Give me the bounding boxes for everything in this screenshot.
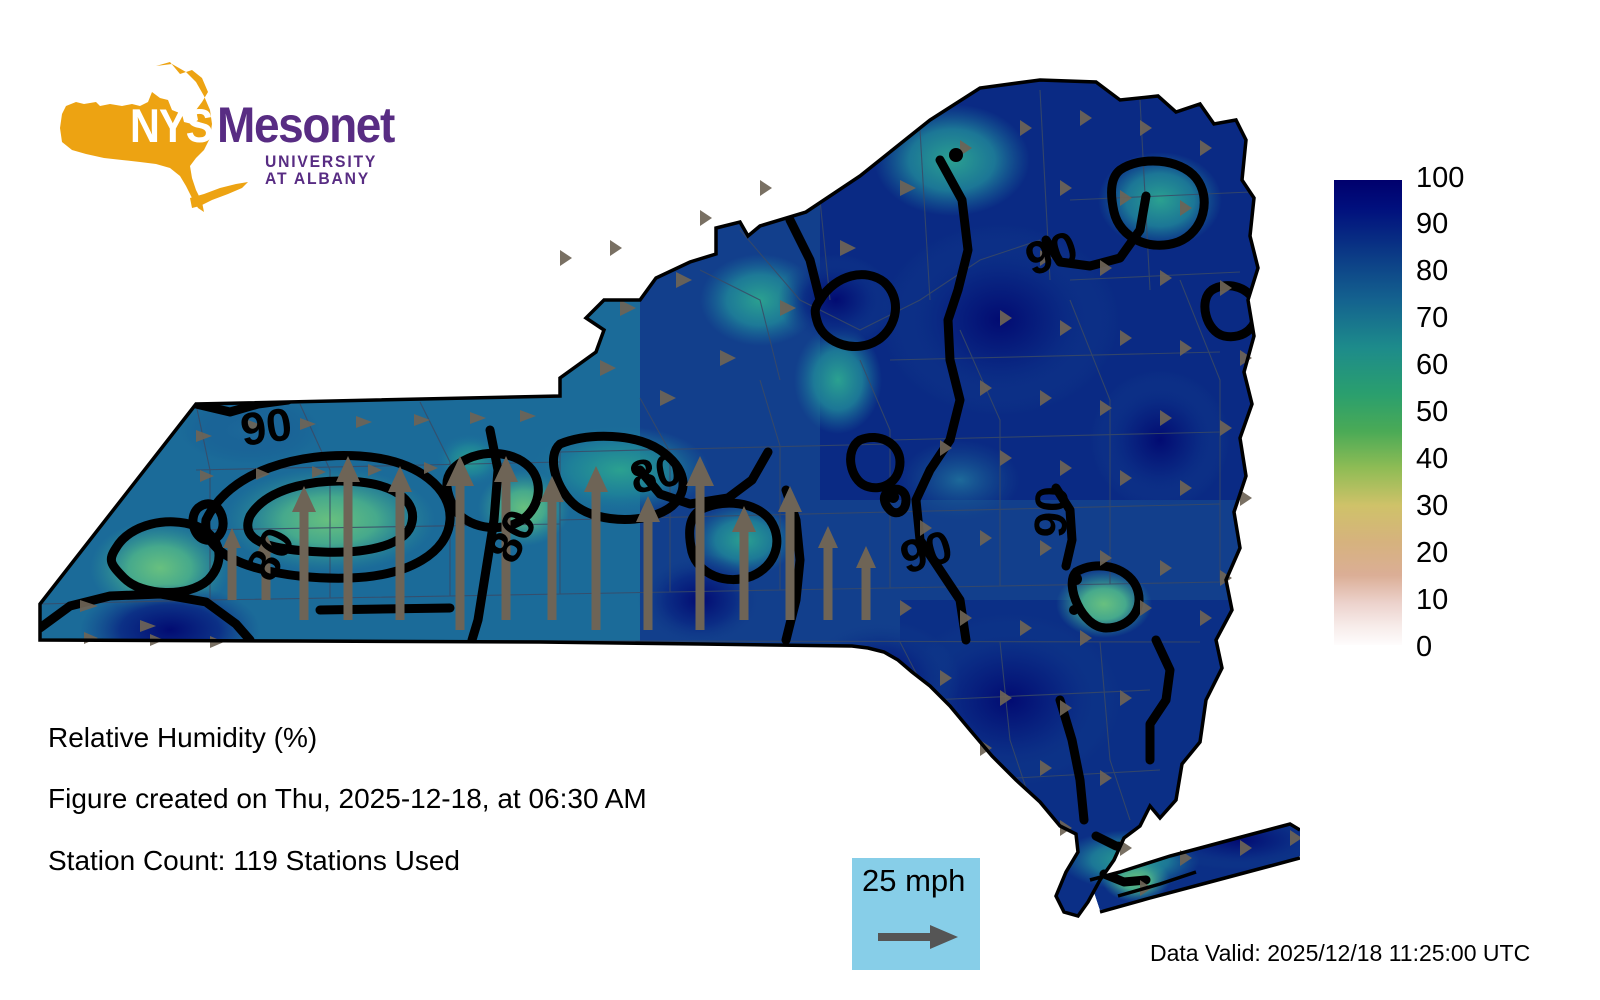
colorbar-tick: 20	[1416, 537, 1449, 569]
contour-label: 90	[1024, 485, 1078, 538]
wind-barbs	[80, 110, 1300, 896]
new-york-state-silhouette-icon	[60, 62, 248, 212]
colorbar-tick: 50	[1416, 396, 1449, 428]
wind-arrow-icon	[878, 925, 958, 949]
humidity-colorbar	[1334, 180, 1402, 645]
figure-created-caption: Figure created on Thu, 2025-12-18, at 06…	[48, 783, 647, 814]
nys-mesonet-logo: NYS Mesonet UNIVERSITY AT ALBANY	[52, 58, 402, 218]
colorbar-tick: 90	[1416, 208, 1449, 240]
contour-label: 80	[625, 442, 686, 504]
colorbar-tick: 80	[1416, 255, 1449, 287]
colorbar-tick: 0	[1416, 631, 1433, 663]
wind-speed-key: 25 mph	[852, 858, 980, 970]
colorbar-tick: 60	[1416, 349, 1449, 381]
state-outline	[38, 78, 1300, 919]
colorbar-tick: 30	[1416, 490, 1449, 522]
data-valid-timestamp: Data Valid: 2025/12/18 11:25:00 UTC	[1150, 940, 1531, 966]
variable-caption: Relative Humidity (%)	[48, 722, 318, 753]
logo-mesonet-text: Mesonet	[217, 97, 395, 153]
colorbar-tick: 40	[1416, 443, 1449, 475]
station-count-caption: Station Count: 119 Stations Used	[48, 845, 460, 876]
station-dots	[887, 148, 1082, 615]
colorbar-tick: 100	[1416, 162, 1465, 194]
wind-arrow-heads	[223, 456, 876, 568]
colorbar-tick: 70	[1416, 302, 1449, 334]
contour-label: 90	[237, 397, 295, 456]
relative-humidity-map[interactable]: 90 80 80 80 90 90 90	[0, 0, 1300, 940]
wind-key-label: 25 mph	[862, 863, 966, 898]
colorbar-tick-labels: 100 90 80 70 60 50 40 30 20 10 0	[1416, 164, 1536, 664]
logo-subtitle-text: UNIVERSITY AT ALBANY	[265, 153, 377, 188]
colorbar-tick: 10	[1416, 584, 1449, 616]
logo-nys-text: NYS	[130, 99, 213, 152]
map-canvas[interactable]: 90 80 80 80 90 90 90	[0, 0, 1300, 945]
